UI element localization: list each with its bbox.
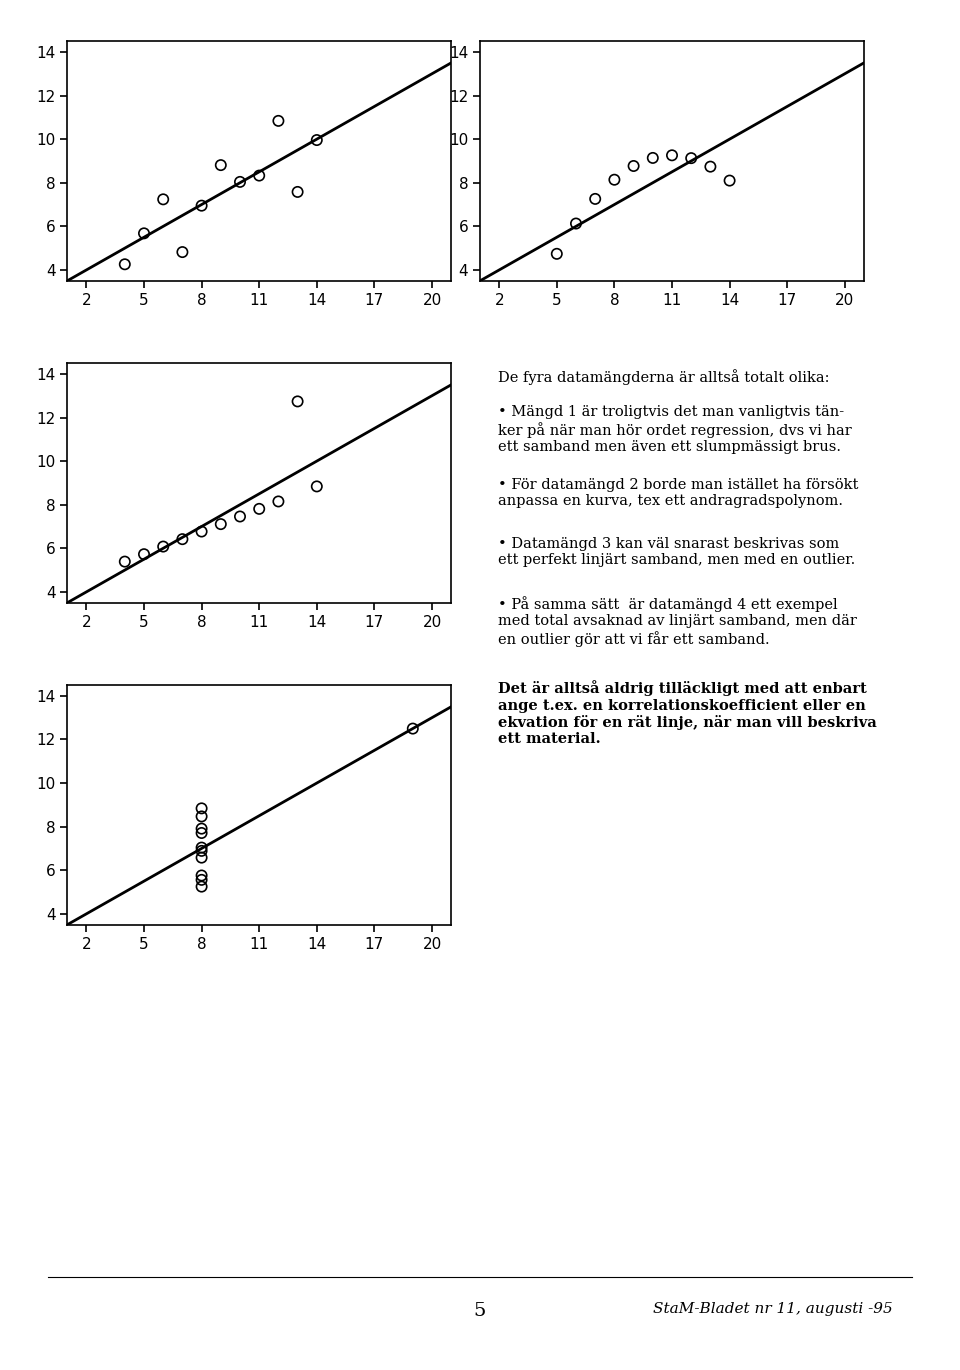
Point [722,170,737,192]
Point [175,529,190,551]
Text: • Mängd 1 är troligtvis det man vanligtvis tän-
ker på när man hör ordet regress: • Mängd 1 är troligtvis det man vanligtv… [498,406,852,453]
Point [664,144,680,166]
Point [549,242,564,264]
Text: Det är alltså aldrig tilläckligt med att enbart
ange t.ex. en korrelationskoeffi: Det är alltså aldrig tilläckligt med att… [498,681,877,747]
Point [194,864,209,886]
Point [194,847,209,869]
Point [405,718,420,740]
Text: • På samma sätt  är datamängd 4 ett exempel
med total avsaknad av linjärt samban: • På samma sätt är datamängd 4 ett exemp… [498,596,857,647]
Point [194,818,209,840]
Point [271,110,286,132]
Point [232,506,248,527]
Point [626,155,641,177]
Point [309,475,324,497]
Point [568,212,584,234]
Text: StaM-Bladet nr 11, augusti -95: StaM-Bladet nr 11, augusti -95 [653,1302,893,1315]
Point [703,156,718,178]
Point [645,147,660,169]
Point [117,253,132,275]
Point [194,837,209,859]
Point [309,129,324,151]
Point [194,195,209,216]
Text: 5: 5 [474,1302,486,1319]
Point [213,514,228,536]
Point [252,164,267,186]
Point [607,169,622,190]
Point [213,155,228,177]
Point [290,390,305,412]
Text: • Datamängd 3 kan väl snarast beskrivas som
ett perfekt linjärt samband, men med: • Datamängd 3 kan väl snarast beskrivas … [498,537,855,567]
Text: • För datamängd 2 borde man istället ha försökt
anpassa en kurva, tex ett andrag: • För datamängd 2 borde man istället ha … [498,478,859,508]
Point [290,181,305,203]
Point [194,875,209,897]
Point [156,536,171,558]
Point [588,188,603,210]
Point [194,521,209,543]
Text: De fyra datamängderna är alltså totalt olika:: De fyra datamängderna är alltså totalt o… [498,369,830,385]
Point [175,241,190,263]
Point [194,797,209,819]
Point [530,278,545,300]
Point [684,147,699,169]
Point [194,869,209,891]
Point [194,822,209,844]
Point [194,840,209,862]
Point [117,551,132,573]
Point [136,544,152,566]
Point [194,806,209,827]
Point [136,222,152,244]
Point [156,189,171,211]
Point [232,171,248,193]
Point [271,490,286,512]
Point [252,497,267,519]
